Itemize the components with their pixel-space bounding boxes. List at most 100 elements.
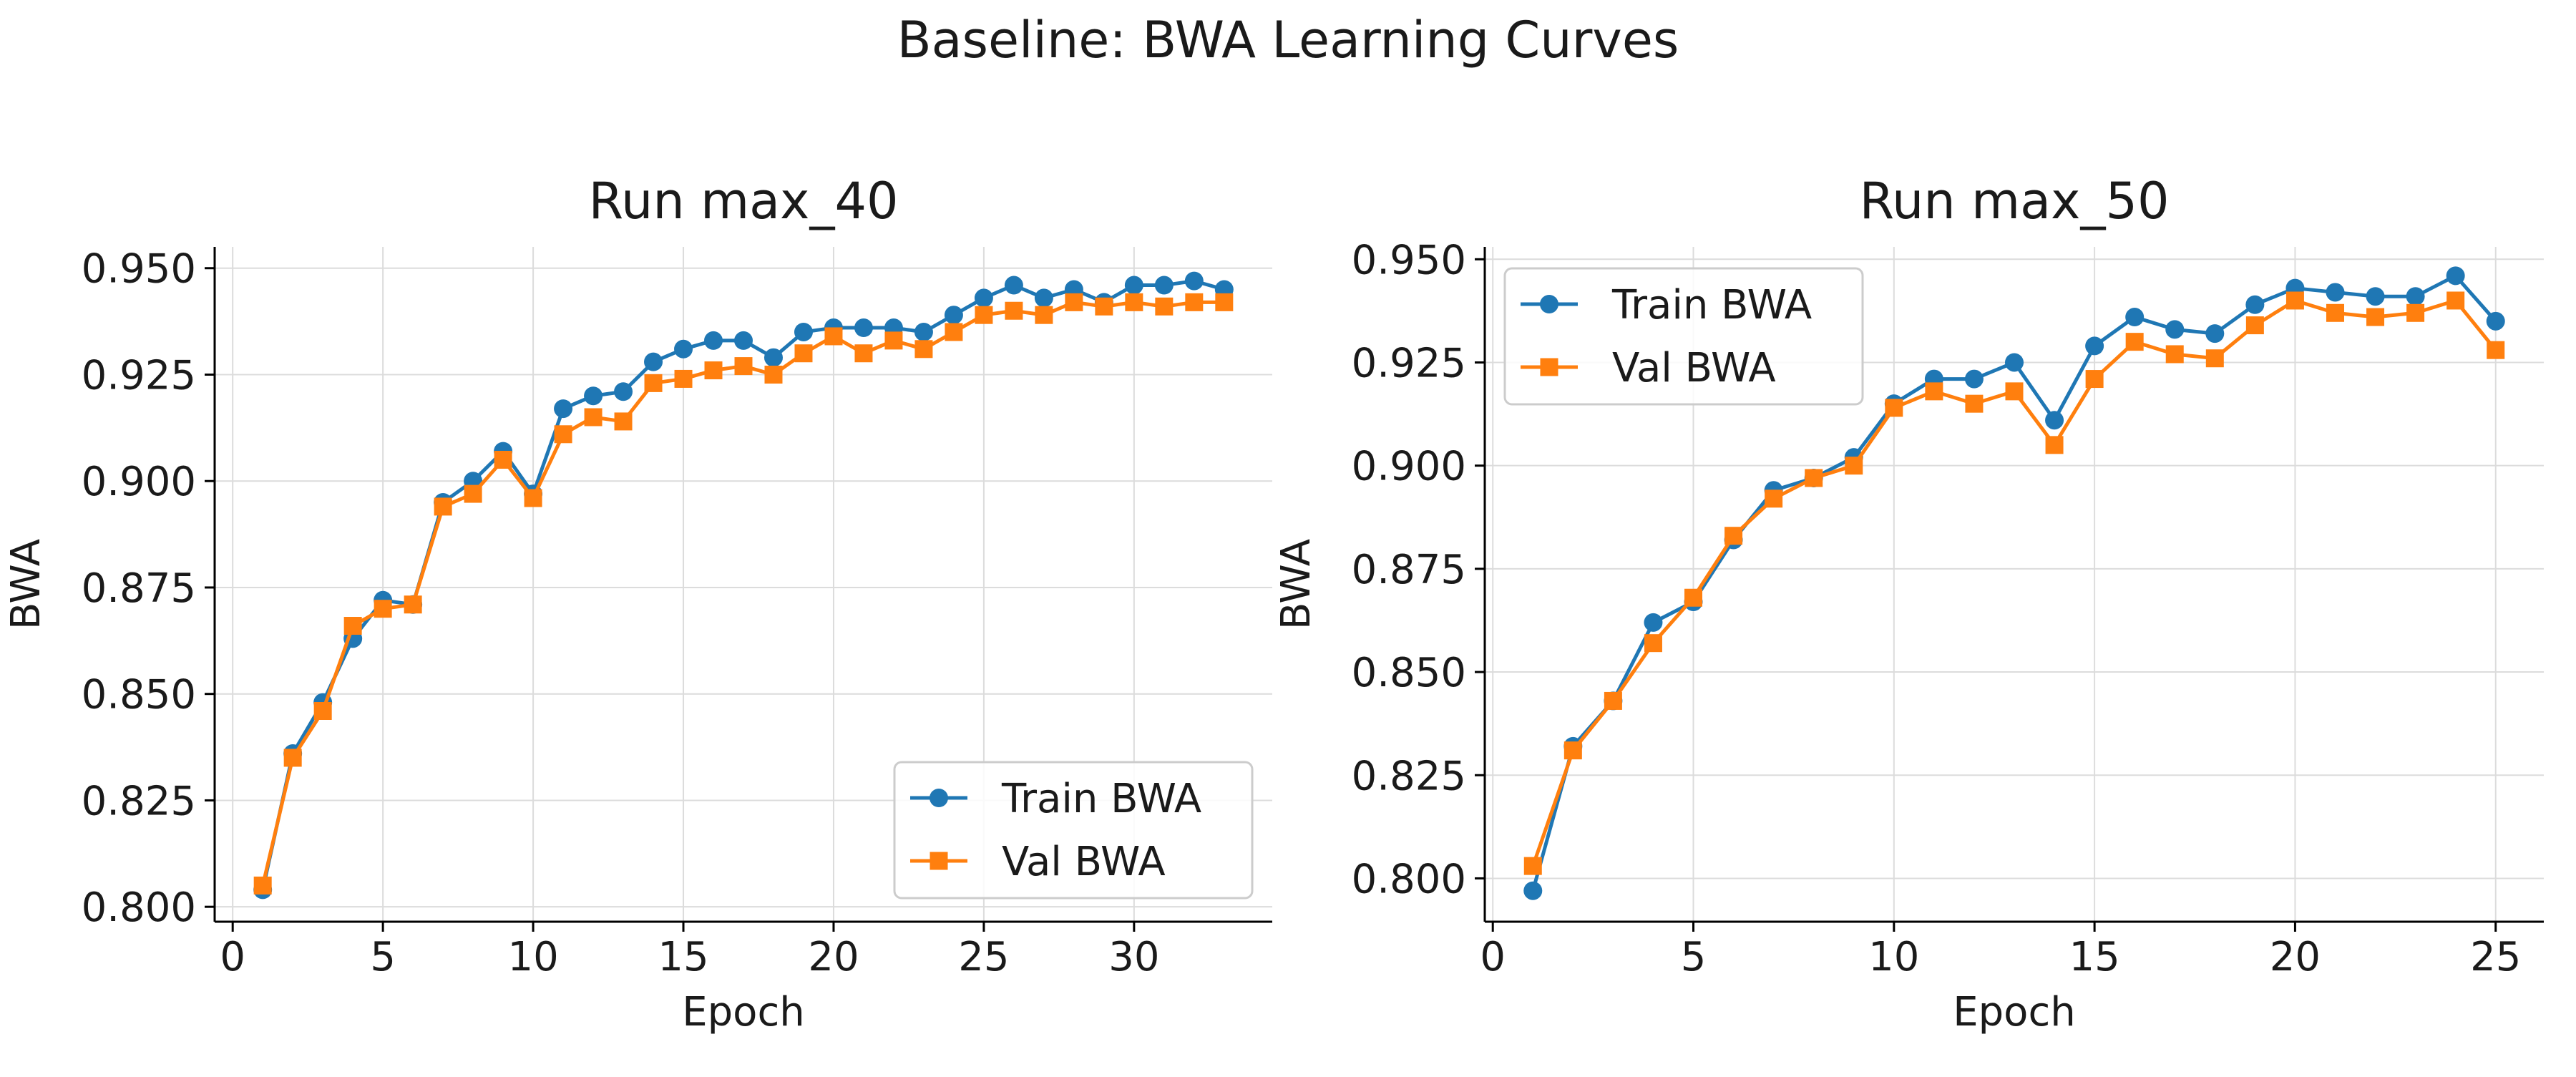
val-bwa-point bbox=[2085, 370, 2104, 389]
val-bwa-point bbox=[1035, 306, 1053, 324]
legend-train-bwa-label: Train BWA bbox=[1001, 776, 1201, 822]
y-tick-label: 0.850 bbox=[82, 672, 196, 718]
y-tick-label: 0.875 bbox=[82, 565, 196, 612]
legend-frame bbox=[1503, 267, 1864, 406]
train-bwa-point bbox=[2326, 283, 2345, 302]
x-tick-label: 25 bbox=[2470, 934, 2521, 980]
val-bwa-point bbox=[1215, 293, 1234, 311]
val-bwa-point bbox=[1523, 857, 1542, 875]
legend-val-bwa-marker bbox=[930, 852, 948, 870]
train-bwa-point bbox=[974, 288, 993, 308]
val-bwa-point bbox=[1765, 489, 1783, 508]
x-tick-label: 0 bbox=[220, 934, 245, 980]
val-bwa-point bbox=[1724, 527, 1743, 545]
train-bwa-point bbox=[614, 382, 633, 401]
val-bwa-point bbox=[1965, 394, 1984, 413]
train-bwa-point bbox=[2406, 287, 2425, 306]
val-bwa-point bbox=[253, 876, 272, 895]
y-tick-label: 0.950 bbox=[1352, 237, 1466, 283]
val-bwa-point bbox=[1185, 293, 1204, 311]
val-bwa-point bbox=[1125, 293, 1143, 311]
train-bwa-point bbox=[2366, 287, 2385, 306]
train-bwa-point bbox=[2205, 324, 2225, 343]
val-bwa-point bbox=[2045, 436, 2064, 454]
val-bwa-point bbox=[1155, 297, 1174, 316]
val-bwa-point bbox=[374, 600, 392, 618]
legend-val-bwa-label: Val BWA bbox=[1002, 839, 1166, 885]
val-bwa-point bbox=[1005, 301, 1023, 320]
train-bwa-point bbox=[1124, 276, 1143, 295]
val-bwa-point bbox=[494, 450, 512, 469]
train-bwa-point bbox=[1184, 271, 1204, 291]
train-bwa-point bbox=[854, 318, 873, 338]
x-tick-label: 10 bbox=[1868, 934, 1919, 980]
val-bwa-point bbox=[2165, 345, 2184, 364]
legend-train-bwa-marker bbox=[930, 789, 948, 807]
subplot-run-max-40: 0 5 10 15 20 25 30 0.800 0.825 0.850 0.875 0.900 0.9… bbox=[3, 172, 1272, 1035]
val-bwa-point bbox=[824, 327, 843, 346]
val-bwa-point bbox=[283, 749, 302, 767]
val-bwa-point bbox=[644, 374, 663, 392]
y-tick-label: 0.900 bbox=[1352, 444, 1466, 490]
val-bwa-point bbox=[464, 484, 482, 503]
x-tick-label: 30 bbox=[1108, 934, 1159, 980]
train-bwa-point bbox=[2165, 320, 2185, 339]
subplot-title: Run max_40 bbox=[588, 172, 898, 230]
y-tick-label: 0.925 bbox=[1352, 340, 1466, 386]
val-bwa-point bbox=[434, 497, 452, 516]
val-bwa-point bbox=[2285, 291, 2304, 310]
figure-title: Baseline: BWA Learning Curves bbox=[897, 11, 1679, 69]
train-bwa-point bbox=[763, 348, 783, 367]
val-bwa-point bbox=[1065, 293, 1083, 311]
val-bwa-point bbox=[1095, 297, 1113, 316]
val-bwa-point bbox=[1604, 691, 1622, 710]
train-bwa-point bbox=[734, 331, 753, 350]
legend-train-bwa-marker bbox=[1540, 295, 1558, 313]
val-bwa-point bbox=[2487, 341, 2505, 359]
val-bwa-point bbox=[614, 412, 633, 431]
train-bwa-point bbox=[1644, 613, 1663, 632]
val-bwa-point bbox=[704, 361, 723, 380]
train-bwa-point bbox=[1154, 276, 1174, 295]
val-bwa-point bbox=[343, 617, 362, 635]
x-tick-label: 0 bbox=[1480, 934, 1506, 980]
val-bwa-point bbox=[554, 425, 572, 444]
train-bwa-point bbox=[644, 352, 663, 371]
train-bwa-point bbox=[674, 339, 693, 359]
val-bwa-point bbox=[764, 365, 783, 384]
subplot-run-max-50: 0 5 10 15 20 25 0.800 0.825 0.850 0.875 0.900 0.925… bbox=[1273, 172, 2544, 1035]
y-tick-label: 0.825 bbox=[82, 778, 196, 824]
x-tick-label: 25 bbox=[958, 934, 1009, 980]
val-bwa-point bbox=[945, 323, 963, 341]
train-bwa-point bbox=[944, 306, 963, 325]
train-bwa-point bbox=[584, 386, 603, 406]
legend-val-bwa-marker bbox=[1540, 358, 1558, 376]
val-bwa-point bbox=[404, 595, 422, 614]
train-bwa-point bbox=[2446, 266, 2465, 286]
val-bwa-point bbox=[1805, 469, 1823, 487]
val-bwa-point bbox=[1925, 382, 1943, 401]
legend: Train BWA Val BWA bbox=[893, 761, 1254, 900]
val-bwa-point bbox=[854, 344, 873, 363]
x-tick-label: 15 bbox=[2069, 934, 2119, 980]
val-bwa-point bbox=[1563, 741, 1582, 760]
val-bwa-point bbox=[975, 306, 993, 324]
x-tick-label: 20 bbox=[2270, 934, 2321, 980]
train-bwa-point bbox=[2245, 295, 2265, 314]
legend-frame bbox=[893, 761, 1254, 900]
train-bwa-point bbox=[1004, 276, 1023, 295]
train-bwa-point bbox=[2085, 336, 2104, 356]
val-bwa-point bbox=[2406, 303, 2425, 322]
val-bwa-point bbox=[2366, 308, 2385, 326]
y-axis-label: BWA bbox=[3, 539, 49, 630]
y-tick-label: 0.900 bbox=[82, 459, 196, 505]
val-bwa-point bbox=[674, 369, 693, 388]
val-bwa-point bbox=[1845, 457, 1863, 475]
train-bwa-point bbox=[2486, 311, 2505, 331]
y-tick-label: 0.800 bbox=[82, 884, 196, 931]
x-tick-label: 15 bbox=[658, 934, 708, 980]
legend-train-bwa-label: Train BWA bbox=[1611, 282, 1812, 328]
val-bwa-point bbox=[524, 489, 542, 507]
